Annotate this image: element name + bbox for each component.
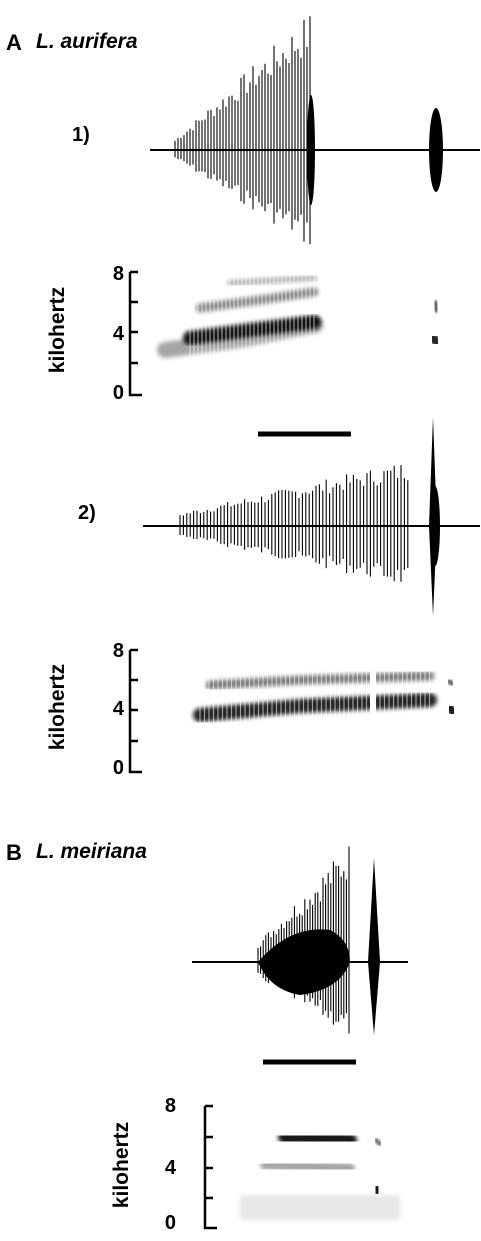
spectrogram-2-note-mid [446, 704, 457, 716]
waveform-3 [192, 846, 408, 1035]
spectrogram-3-note-low [372, 1184, 382, 1196]
spectrogram-2-note-high [446, 678, 455, 687]
spectrogram-1-note-mid [428, 333, 442, 347]
spectrogram-2-band-fundamental [193, 693, 437, 722]
spectrogram-1-tick-8: 8 [112, 263, 124, 285]
recording-2-label: 2) [78, 502, 96, 524]
spectrogram-3-axis [203, 1104, 217, 1230]
spectrogram-3-tick-4: 4 [164, 1157, 176, 1179]
spectrogram-1-axis [128, 270, 142, 397]
panel-a-species: L. aurifera [36, 30, 138, 53]
panel-b-letter: B [6, 840, 22, 865]
spectrogram-2-tick-4: 4 [112, 698, 124, 720]
recording-1-label: 1) [72, 124, 90, 146]
waveform-1-final-note [429, 108, 443, 192]
spectrogram-2-band-upper [205, 671, 435, 690]
waveform-2-final-core [430, 486, 440, 566]
spectrogram-2-axis [128, 648, 142, 774]
spectrogram-2 [193, 660, 457, 752]
spectrogram-1 [157, 275, 442, 376]
spectrogram-1-band-top [227, 275, 317, 286]
spectrogram-3 [240, 1130, 400, 1220]
spectrogram-2-break [370, 660, 376, 752]
spectrogram-3-noise [240, 1195, 400, 1220]
waveform-3-body [258, 929, 350, 995]
spectrogram-1-band-upper [195, 287, 319, 313]
spectrogram-1-tick-4: 4 [112, 323, 124, 345]
spectrogram-1-tick-0: 0 [112, 382, 124, 404]
spectrogram-2-tick-0: 0 [112, 757, 124, 779]
panel-b-species: L. meiriana [36, 840, 147, 863]
waveform-1 [150, 16, 480, 245]
waveform-3-final-note [368, 858, 380, 1035]
panel-a-letter: A [6, 30, 22, 55]
spectrogram-3-note-high [374, 1138, 382, 1146]
spectrogram-3-tick-0: 0 [164, 1212, 176, 1234]
spectrogram-3-band-middle [260, 1160, 355, 1173]
waveform-1-peak [307, 95, 315, 205]
waveform-2 [143, 417, 480, 616]
spectrogram-3-band-upper [278, 1130, 357, 1147]
spectrogram-1-note-high [432, 300, 440, 313]
spectrogram-2-tick-8: 8 [112, 640, 124, 662]
spectrogram-3-tick-8: 8 [164, 1095, 176, 1117]
